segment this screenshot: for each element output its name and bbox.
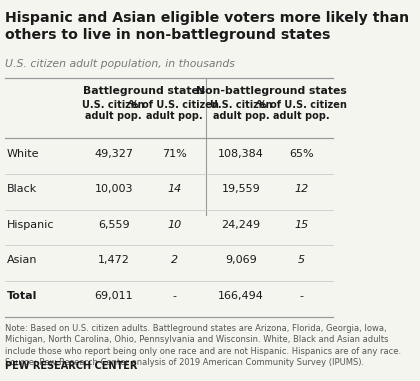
Text: Note: Based on U.S. citizen adults. Battleground states are Arizona, Florida, Ge: Note: Based on U.S. citizen adults. Batt… [5,324,401,367]
Text: % of U.S. citizen
adult pop.: % of U.S. citizen adult pop. [129,99,219,121]
Text: -: - [299,291,304,301]
Text: 69,011: 69,011 [94,291,133,301]
Text: 71%: 71% [162,149,186,159]
Text: 5: 5 [298,255,305,265]
Text: U.S. citizen
adult pop.: U.S. citizen adult pop. [210,99,273,121]
Text: 1,472: 1,472 [98,255,130,265]
Text: Asian: Asian [6,255,37,265]
Text: 49,327: 49,327 [94,149,133,159]
Text: Hispanic: Hispanic [6,220,54,230]
Text: % of U.S. citizen
adult pop.: % of U.S. citizen adult pop. [257,99,346,121]
Text: 9,069: 9,069 [225,255,257,265]
Text: -: - [172,291,176,301]
Text: 19,559: 19,559 [222,184,260,194]
Text: Non-battleground states: Non-battleground states [196,86,347,96]
Text: 14: 14 [167,184,181,194]
Text: Black: Black [6,184,37,194]
Text: White: White [6,149,39,159]
Text: U.S. citizen adult population, in thousands: U.S. citizen adult population, in thousa… [5,59,235,69]
Text: 6,559: 6,559 [98,220,129,230]
Text: 10: 10 [167,220,181,230]
Text: PEW RESEARCH CENTER: PEW RESEARCH CENTER [5,361,137,371]
Text: 12: 12 [294,184,309,194]
Text: 108,384: 108,384 [218,149,264,159]
Text: 2: 2 [171,255,178,265]
Text: 166,494: 166,494 [218,291,264,301]
Text: Total: Total [6,291,37,301]
Text: Battleground states: Battleground states [83,86,205,96]
Text: 65%: 65% [289,149,314,159]
Text: Hispanic and Asian eligible voters more likely than
others to live in non-battle: Hispanic and Asian eligible voters more … [5,11,409,42]
Text: U.S. citizen
adult pop.: U.S. citizen adult pop. [82,99,145,121]
Text: 24,249: 24,249 [222,220,261,230]
Text: 10,003: 10,003 [94,184,133,194]
Text: 15: 15 [294,220,309,230]
